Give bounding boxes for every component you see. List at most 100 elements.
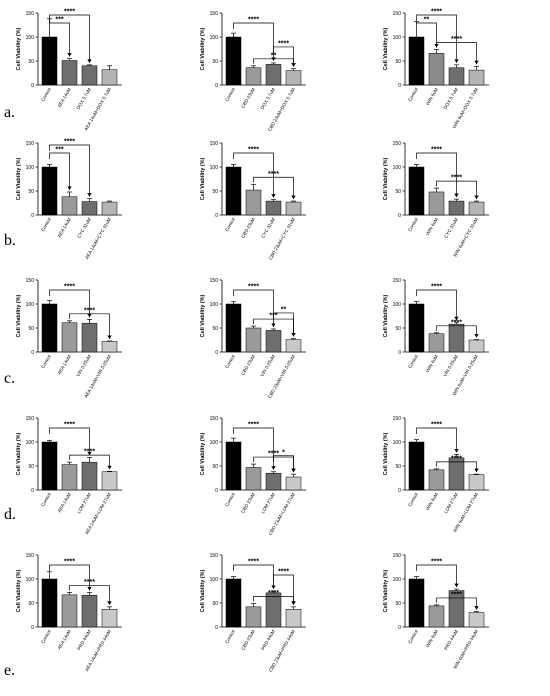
significance-bracket bbox=[233, 427, 274, 470]
significance-bracket bbox=[49, 144, 90, 197]
x-tick-label: WIN 6uM bbox=[425, 354, 439, 373]
x-tick-label: LOM 27uM bbox=[76, 492, 92, 514]
significance-bracket bbox=[49, 427, 90, 456]
y-tick-label: 100 bbox=[393, 302, 402, 308]
bracket-arrow bbox=[454, 583, 459, 588]
bracket-arrow bbox=[271, 466, 276, 470]
x-tick-label: CBD 23uM bbox=[240, 492, 256, 514]
significance-stars: **** bbox=[431, 147, 442, 154]
y-tick-label: 150 bbox=[26, 11, 35, 17]
y-tick-label: 100 bbox=[210, 440, 219, 446]
significance-stars: **** bbox=[278, 569, 289, 576]
y-tick-label: 50 bbox=[28, 59, 34, 65]
bar bbox=[41, 166, 58, 216]
x-tick-label: CBD 23uM bbox=[240, 87, 256, 109]
bracket-arrow bbox=[291, 333, 296, 337]
bracket-arrow bbox=[87, 313, 92, 318]
bracket-arrow bbox=[67, 186, 72, 190]
y-tick-label: 150 bbox=[393, 416, 402, 422]
x-tick-label: Control bbox=[407, 492, 419, 507]
bar bbox=[101, 608, 118, 628]
x-tick-label: CYC 31uM bbox=[76, 217, 92, 239]
bar bbox=[468, 339, 485, 353]
y-tick-label: 50 bbox=[395, 326, 401, 332]
significance-stars: *** bbox=[55, 147, 63, 154]
bar bbox=[81, 461, 98, 491]
x-tick-label: Control bbox=[40, 492, 52, 507]
bracket-arrow bbox=[271, 57, 276, 61]
row-label-a: a. bbox=[4, 104, 16, 121]
y-tick-label: 100 bbox=[210, 302, 219, 308]
bar bbox=[428, 191, 445, 216]
bar bbox=[245, 189, 262, 216]
y-tick-label: 0 bbox=[215, 488, 218, 494]
x-tick-label: AEA 14uM bbox=[57, 217, 72, 238]
bar bbox=[408, 36, 425, 86]
y-axis-label: Cell Viability (%) bbox=[16, 569, 22, 612]
significance-stars: * bbox=[282, 449, 285, 456]
x-tick-label: Control bbox=[407, 354, 419, 369]
bar bbox=[225, 441, 242, 491]
significance-stars: **** bbox=[248, 147, 259, 154]
significance-stars: **** bbox=[64, 559, 75, 566]
y-tick-label: 150 bbox=[210, 416, 219, 422]
bar bbox=[428, 53, 445, 86]
bar bbox=[408, 441, 425, 491]
significance-bracket bbox=[233, 22, 274, 61]
y-tick-label: 50 bbox=[28, 189, 34, 195]
significance-stars: **** bbox=[84, 449, 95, 456]
significance-bracket bbox=[416, 427, 457, 453]
significance-bracket bbox=[69, 313, 110, 339]
bar bbox=[61, 60, 78, 86]
bar bbox=[41, 578, 58, 628]
significance-bracket bbox=[436, 180, 477, 200]
bracket-arrow bbox=[474, 60, 479, 65]
chart-a-1: 0 50 100 150 Cell Viability (%) Control AEA 14… bbox=[16, 9, 122, 131]
bar bbox=[101, 341, 118, 353]
significance-bracket bbox=[436, 42, 477, 65]
chart-e-3: 0 50 100 150 Cell Viability (%) Control WIN 6u… bbox=[383, 553, 489, 670]
y-tick-label: 50 bbox=[395, 189, 401, 195]
significance-stars: ** bbox=[281, 306, 287, 313]
bracket-arrow bbox=[271, 323, 276, 327]
significance-stars: **** bbox=[64, 139, 75, 146]
significance-bracket bbox=[436, 461, 477, 473]
x-tick-label: AEA 14uM bbox=[57, 492, 72, 513]
y-tick-label: 150 bbox=[26, 278, 35, 284]
significance-stars: **** bbox=[64, 284, 75, 291]
significance-stars: **** bbox=[451, 591, 462, 598]
bar bbox=[468, 612, 485, 628]
bracket-arrow bbox=[67, 53, 72, 57]
bar bbox=[468, 201, 485, 216]
y-tick-label: 0 bbox=[31, 83, 34, 89]
bar bbox=[245, 467, 262, 491]
bar bbox=[265, 64, 282, 86]
significance-bracket bbox=[273, 455, 294, 473]
bar bbox=[468, 474, 485, 491]
bar bbox=[448, 323, 465, 353]
x-tick-label: Control bbox=[224, 217, 236, 232]
x-tick-label: VIN 0.25uM bbox=[259, 354, 276, 378]
y-tick-label: 150 bbox=[26, 553, 35, 559]
x-tick-label: DOX 0.7uM bbox=[76, 87, 92, 110]
bracket-arrow bbox=[474, 334, 479, 338]
y-axis-label: Cell Viability (%) bbox=[383, 294, 389, 337]
x-tick-label: Control bbox=[40, 217, 52, 232]
bracket-arrow bbox=[454, 193, 459, 198]
y-tick-label: 150 bbox=[393, 11, 402, 17]
y-axis-label: Cell Viability (%) bbox=[200, 157, 206, 200]
row-label-b: b. bbox=[4, 232, 16, 249]
y-tick-label: 0 bbox=[398, 83, 401, 89]
y-tick-label: 0 bbox=[31, 350, 34, 356]
significance-stars: **** bbox=[84, 307, 95, 314]
significance-bracket bbox=[253, 176, 294, 200]
y-tick-label: 0 bbox=[398, 488, 401, 494]
significance-stars: **** bbox=[64, 422, 75, 429]
bracket-arrow bbox=[271, 194, 276, 198]
y-tick-label: 150 bbox=[210, 141, 219, 147]
y-tick-label: 50 bbox=[212, 464, 218, 470]
significance-stars: **** bbox=[248, 422, 259, 429]
significance-stars: **** bbox=[248, 284, 259, 291]
significance-bracket bbox=[436, 597, 477, 610]
